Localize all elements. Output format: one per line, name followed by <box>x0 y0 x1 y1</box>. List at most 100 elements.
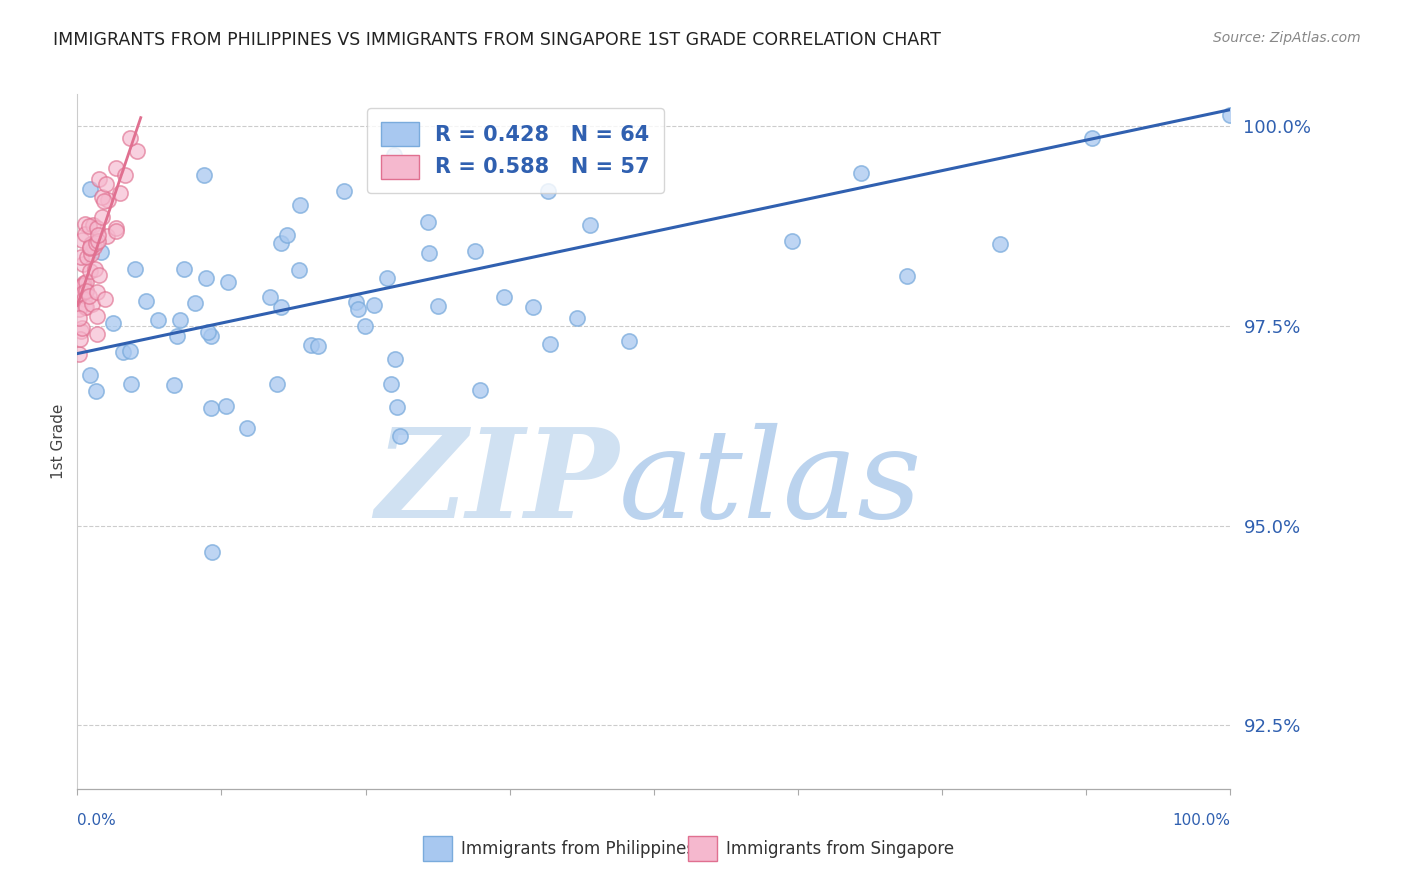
Point <box>96 229 118 244</box>
Point <box>67 286 90 301</box>
Point <box>464 244 486 258</box>
Point <box>418 246 440 260</box>
Point <box>197 325 219 339</box>
Point <box>354 318 377 333</box>
Point <box>426 299 449 313</box>
Point <box>344 295 367 310</box>
Point <box>215 399 238 413</box>
Point <box>201 544 224 558</box>
Y-axis label: 1st Grade: 1st Grade <box>51 404 66 479</box>
Point <box>79 264 101 278</box>
Text: atlas: atlas <box>619 423 922 544</box>
Point <box>217 275 239 289</box>
Point <box>288 262 311 277</box>
Point <box>82 219 104 233</box>
Point <box>124 262 146 277</box>
Point <box>851 166 873 180</box>
Point <box>75 275 97 289</box>
Point <box>77 219 100 233</box>
Point <box>166 329 188 343</box>
Point <box>86 327 108 342</box>
Point <box>173 261 195 276</box>
Point <box>114 168 136 182</box>
Point <box>146 313 169 327</box>
Text: Immigrants from Philippines: Immigrants from Philippines <box>461 839 696 857</box>
Point <box>70 279 93 293</box>
Point <box>537 184 560 198</box>
Point <box>565 310 588 325</box>
Point <box>307 339 329 353</box>
Point <box>72 286 94 301</box>
Point <box>72 257 94 271</box>
Point <box>75 285 97 299</box>
Point <box>87 234 110 248</box>
Point <box>76 250 98 264</box>
Point <box>538 337 561 351</box>
Point <box>105 220 128 235</box>
Point <box>120 343 142 358</box>
Point <box>75 283 97 297</box>
Point <box>97 193 120 207</box>
Point <box>79 182 101 196</box>
Point <box>468 383 491 397</box>
Point <box>389 429 412 443</box>
Point <box>780 234 803 248</box>
Point <box>87 228 110 243</box>
Point <box>67 310 90 325</box>
Point <box>73 301 96 315</box>
Point <box>195 270 218 285</box>
Point <box>118 131 141 145</box>
Point <box>69 250 91 264</box>
Point <box>89 172 111 186</box>
Point <box>270 300 292 314</box>
Point <box>67 347 90 361</box>
Point <box>120 377 142 392</box>
Point <box>579 219 602 233</box>
Point <box>346 301 368 316</box>
Point <box>896 269 918 284</box>
Text: Source: ZipAtlas.com: Source: ZipAtlas.com <box>1213 31 1361 45</box>
Point <box>89 268 111 283</box>
Point <box>84 261 107 276</box>
Point <box>522 300 544 314</box>
Point <box>259 290 281 304</box>
Point <box>382 148 405 162</box>
Point <box>266 376 288 391</box>
Point <box>105 161 128 176</box>
Point <box>91 190 114 204</box>
Point <box>617 334 640 348</box>
Point <box>103 316 125 330</box>
Point <box>290 198 312 212</box>
Point <box>492 290 515 304</box>
Point <box>1219 108 1241 122</box>
Point <box>111 344 134 359</box>
Point <box>80 247 103 261</box>
Point <box>200 328 222 343</box>
Point <box>169 313 191 327</box>
Point <box>363 298 385 312</box>
Point <box>104 223 127 237</box>
Point <box>416 214 439 228</box>
Point <box>70 321 93 335</box>
Point <box>70 233 93 247</box>
Point <box>94 178 117 192</box>
Point <box>73 292 96 306</box>
FancyBboxPatch shape <box>423 837 453 861</box>
Point <box>988 237 1011 252</box>
Point <box>91 210 114 224</box>
Point <box>125 144 148 158</box>
FancyBboxPatch shape <box>689 837 717 861</box>
Point <box>84 384 107 398</box>
Text: Immigrants from Singapore: Immigrants from Singapore <box>727 839 955 857</box>
Point <box>79 368 101 383</box>
Point <box>82 297 104 311</box>
Point <box>184 296 207 310</box>
Point <box>193 168 215 182</box>
Point <box>1081 130 1104 145</box>
Point <box>77 289 100 303</box>
Point <box>333 184 356 198</box>
Legend: R = 0.428   N = 64, R = 0.588   N = 57: R = 0.428 N = 64, R = 0.588 N = 57 <box>367 108 665 194</box>
Point <box>384 351 406 366</box>
Point <box>385 401 408 415</box>
Point <box>200 401 222 415</box>
